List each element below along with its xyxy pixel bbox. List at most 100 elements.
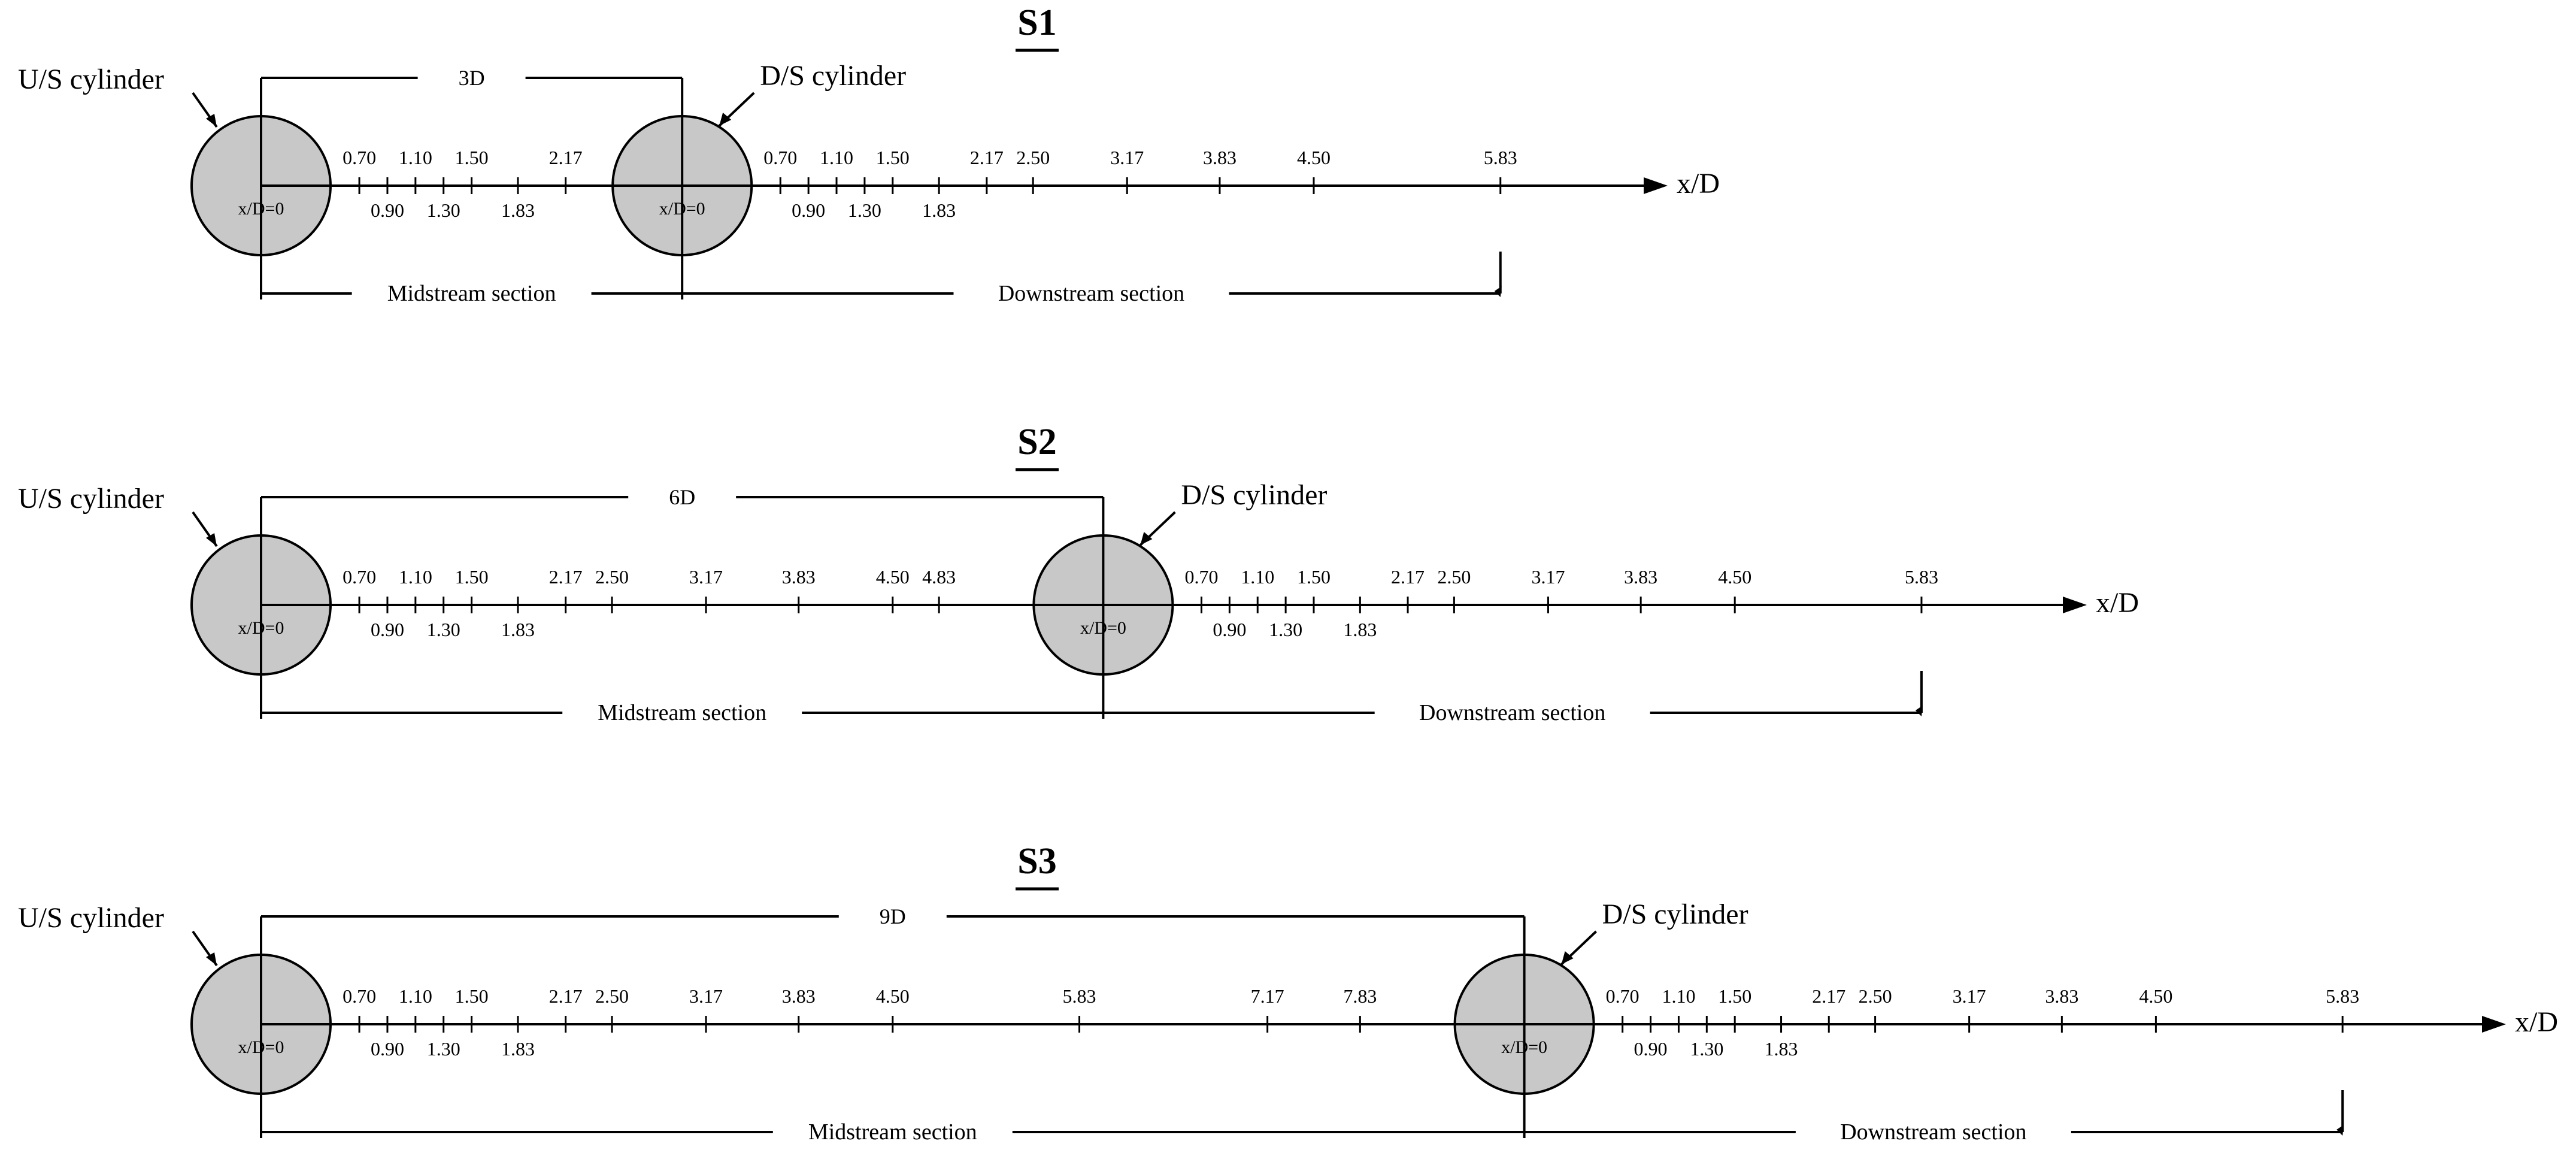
downstream-section-label: Downstream section: [1840, 1119, 2026, 1145]
downstream-tick-label: 1.83: [1343, 619, 1377, 640]
midstream-tick-label: 2.50: [595, 985, 629, 1007]
midstream-tick-label: 1.30: [427, 199, 460, 221]
axis-arrowhead: [1644, 177, 1668, 194]
ds-leader-arrowhead: [1140, 532, 1153, 545]
midstream-tick-label: 0.70: [343, 147, 376, 168]
ds-origin-label: x/D=0: [1080, 618, 1126, 638]
midstream-tick-label: 1.10: [399, 566, 432, 588]
downstream-tick-label: 2.17: [1391, 566, 1425, 588]
midstream-tick-label: 0.90: [371, 199, 404, 221]
downstream-tick-label: 3.17: [1531, 566, 1565, 588]
panel-s2: S2 x/D=0 x/D=0 x/D 6D U/S cylinder D/S cylinde…: [18, 422, 2139, 725]
us-cylinder-label: U/S cylinder: [18, 483, 164, 515]
midstream-tick-label: 3.17: [689, 566, 723, 588]
ds-cylinder-label: D/S cylinder: [760, 60, 906, 92]
downstream-tick-label: 1.50: [1297, 566, 1331, 588]
axis-label: x/D: [2096, 587, 2139, 619]
downstream-bracket-corner: [2336, 1125, 2344, 1136]
midstream-tick-label: 3.83: [782, 985, 816, 1007]
ds-origin-label: x/D=0: [1501, 1037, 1547, 1057]
downstream-tick-label: 5.83: [1905, 566, 1938, 588]
downstream-tick-label: 2.50: [1437, 566, 1471, 588]
us-origin-label: x/D=0: [238, 199, 284, 219]
midstream-tick-label: 3.83: [782, 566, 816, 588]
midstream-tick-label: 2.17: [549, 147, 583, 168]
us-origin-label: x/D=0: [238, 618, 284, 638]
spacing-label: 6D: [669, 485, 695, 509]
panel-title: S1: [1017, 2, 1056, 43]
axis-arrowhead: [2063, 597, 2087, 613]
downstream-tick-label: 1.83: [922, 199, 956, 221]
midstream-tick-label: 0.70: [343, 985, 376, 1007]
midstream-tick-label: 0.90: [371, 619, 404, 640]
spacing-label: 9D: [880, 904, 906, 928]
midstream-tick-label: 2.17: [549, 566, 583, 588]
midstream-tick-label: 7.83: [1343, 985, 1377, 1007]
downstream-tick-label: 5.83: [1484, 147, 1517, 168]
downstream-tick-label: 4.50: [2139, 985, 2172, 1007]
downstream-tick-label: 0.90: [792, 199, 825, 221]
midstream-tick-label: 4.50: [876, 985, 910, 1007]
us-leader-arrowhead: [206, 533, 217, 546]
downstream-tick-label: 1.30: [1269, 619, 1302, 640]
downstream-tick-label: 1.30: [1690, 1038, 1723, 1060]
downstream-bracket-corner: [1915, 706, 1923, 716]
us-leader-arrowhead: [206, 952, 217, 966]
midstream-tick-label: 1.10: [399, 985, 432, 1007]
ds-origin-label: x/D=0: [659, 199, 705, 219]
downstream-tick-label: 0.70: [1184, 566, 1218, 588]
midstream-section-label: Midstream section: [387, 281, 556, 306]
midstream-tick-label: 2.50: [595, 566, 629, 588]
midstream-tick-label: 3.17: [689, 985, 723, 1007]
ds-cylinder-label: D/S cylinder: [1181, 479, 1327, 511]
spacing-label: 3D: [459, 66, 485, 90]
downstream-tick-label: 0.70: [1606, 985, 1639, 1007]
downstream-tick-label: 1.50: [876, 147, 910, 168]
midstream-section-label: Midstream section: [808, 1119, 977, 1145]
midstream-tick-label: 4.50: [876, 566, 910, 588]
downstream-tick-label: 0.70: [763, 147, 797, 168]
downstream-tick-label: 4.50: [1297, 147, 1331, 168]
downstream-bracket-corner: [1494, 286, 1502, 297]
midstream-tick-label: 1.30: [427, 1038, 460, 1060]
downstream-tick-label: 0.90: [1213, 619, 1246, 640]
downstream-tick-label: 1.10: [1662, 985, 1695, 1007]
downstream-tick-label: 2.50: [1016, 147, 1050, 168]
downstream-tick-label: 3.17: [1953, 985, 1986, 1007]
axis-label: x/D: [2515, 1006, 2558, 1038]
ds-cylinder-label: D/S cylinder: [1602, 898, 1748, 930]
downstream-tick-label: 0.90: [1634, 1038, 1668, 1060]
midstream-tick-label: 0.90: [371, 1038, 404, 1060]
downstream-section-label: Downstream section: [1419, 700, 1605, 725]
us-leader-arrowhead: [206, 114, 217, 127]
midstream-tick-label: 1.83: [501, 199, 535, 221]
panel-s3: S3 x/D=0 x/D=0 x/D 9D U/S cylinder D/S cylinde…: [18, 841, 2558, 1145]
midstream-tick-label: 0.70: [343, 566, 376, 588]
ds-leader-arrowhead: [1561, 951, 1574, 964]
midstream-tick-label: 5.83: [1063, 985, 1096, 1007]
midstream-tick-label: 1.50: [455, 147, 489, 168]
midstream-tick-label: 1.50: [455, 985, 489, 1007]
ds-leader-arrowhead: [719, 113, 732, 126]
midstream-tick-label: 2.17: [549, 985, 583, 1007]
downstream-tick-label: 2.17: [1812, 985, 1845, 1007]
panel-title: S3: [1017, 841, 1056, 882]
midstream-tick-label: 1.83: [501, 619, 535, 640]
midstream-tick-label: 1.10: [399, 147, 432, 168]
downstream-tick-label: 1.50: [1718, 985, 1751, 1007]
downstream-tick-label: 1.10: [1241, 566, 1274, 588]
downstream-tick-label: 3.83: [1624, 566, 1657, 588]
downstream-tick-label: 1.30: [848, 199, 881, 221]
panel-s1: S1 x/D=0 x/D=0 x/D 3D U/S cylinder D/S cylinde…: [18, 2, 1720, 306]
us-cylinder-label: U/S cylinder: [18, 902, 164, 934]
downstream-tick-label: 4.50: [1718, 566, 1751, 588]
panel-title: S2: [1017, 422, 1056, 462]
downstream-tick-label: 5.83: [2326, 985, 2359, 1007]
us-cylinder-label: U/S cylinder: [18, 63, 164, 95]
midstream-tick-label: 7.17: [1251, 985, 1284, 1007]
downstream-tick-label: 2.50: [1859, 985, 1892, 1007]
axis-label: x/D: [1677, 168, 1720, 199]
axis-arrowhead: [2482, 1016, 2506, 1033]
downstream-tick-label: 3.83: [2045, 985, 2078, 1007]
